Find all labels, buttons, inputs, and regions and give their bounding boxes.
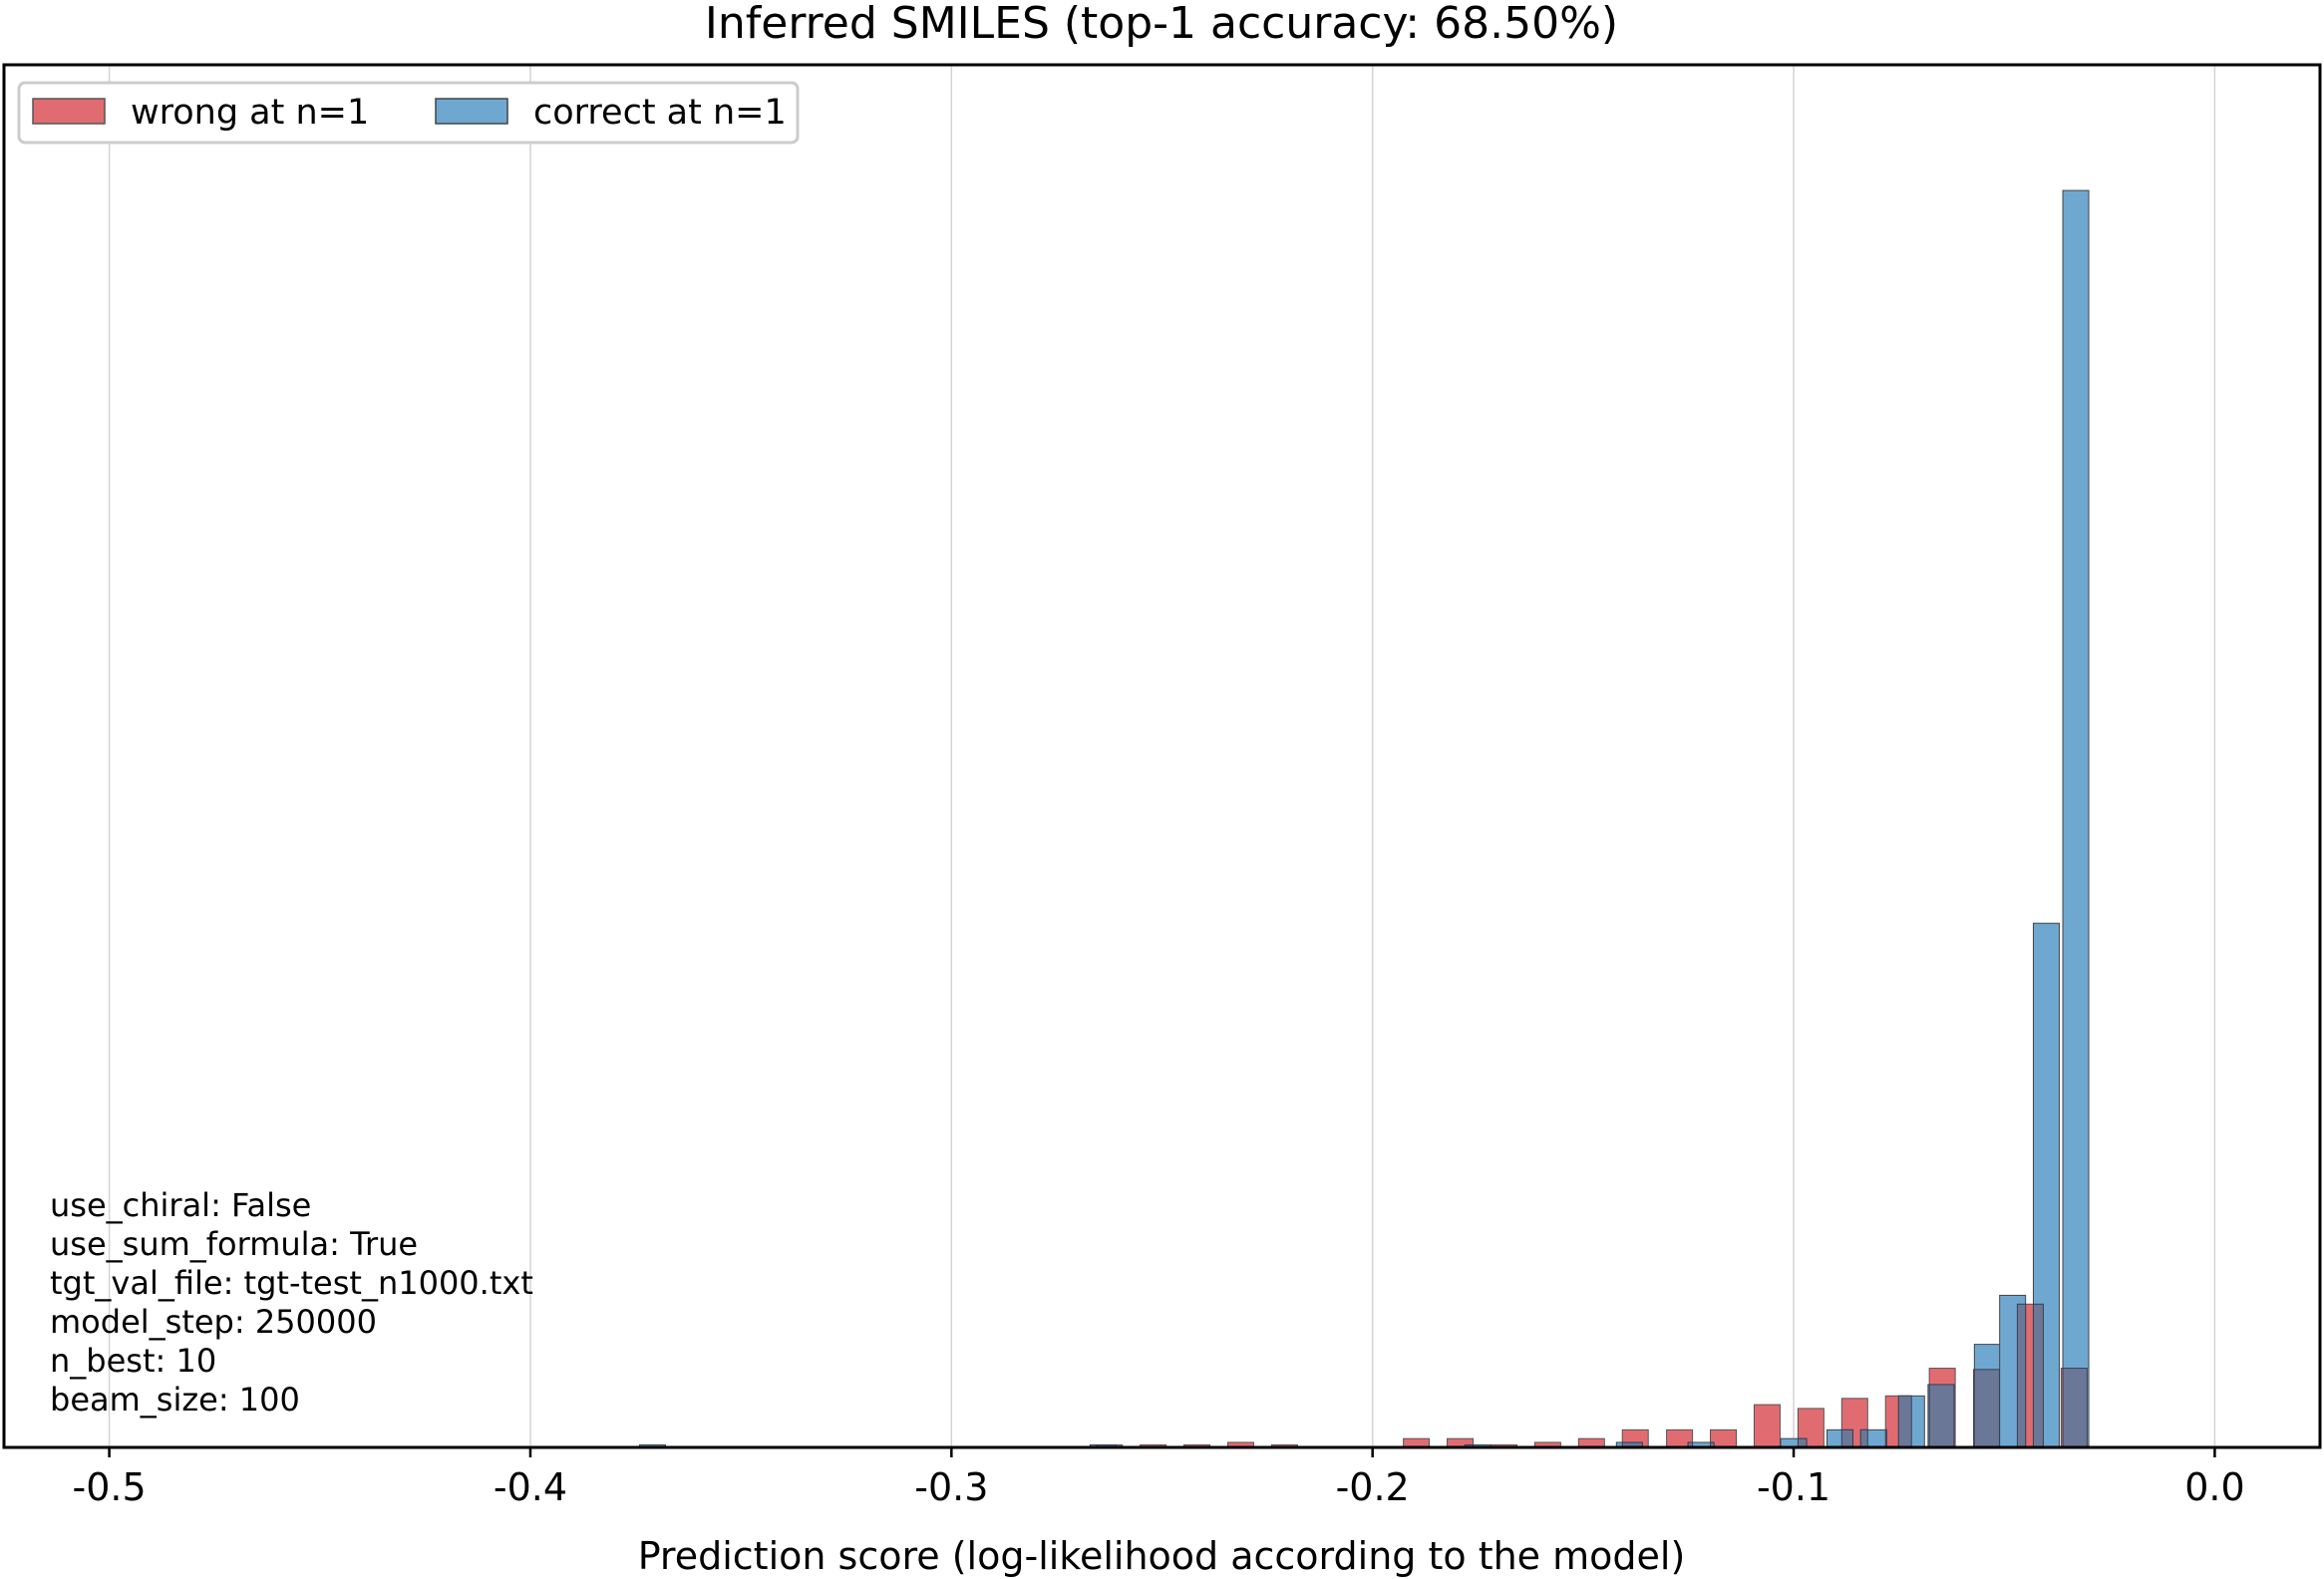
bar-overlap xyxy=(1860,1429,1867,1447)
bar-overlap xyxy=(1885,1429,1886,1447)
x-tick-label: -0.4 xyxy=(494,1465,567,1509)
bar-overlap xyxy=(1898,1396,1911,1447)
x-tick-label: -0.5 xyxy=(73,1465,147,1509)
bar-overlap xyxy=(1929,1385,1954,1447)
bar-overlap xyxy=(1974,1370,1999,1447)
legend-swatch-wrong xyxy=(33,99,105,124)
annotation-line-tgt-val-file: tgt_val_file: tgt-test_n1000.txt xyxy=(50,1264,533,1302)
x-tick-label: 0.0 xyxy=(2184,1465,2244,1509)
x-axis-label: Prediction score (log-likelihood accordi… xyxy=(638,1534,1686,1578)
bar-overlap xyxy=(1841,1429,1852,1447)
annotation-line-beam-size: beam_size: 100 xyxy=(50,1381,300,1419)
bar-correct xyxy=(2063,190,2089,1447)
bar-overlap xyxy=(2063,1369,2087,1447)
legend-label-correct: correct at n=1 xyxy=(533,93,787,133)
bar-overlap xyxy=(2033,1304,2043,1447)
legend-swatch-correct xyxy=(436,99,507,124)
x-tick-label: -0.2 xyxy=(1336,1465,1410,1509)
bar-overlap xyxy=(2017,1304,2025,1447)
annotation-line-n-best: n_best: 10 xyxy=(50,1342,216,1380)
chart-title: Inferred SMILES (top-1 accuracy: 68.50%) xyxy=(705,0,1618,49)
x-tick-label: -0.3 xyxy=(914,1465,988,1509)
annotation-line-use-sum-formula: use_sum_formula: True xyxy=(50,1225,418,1263)
bar-wrong xyxy=(1754,1405,1780,1447)
annotation-line-model-step: model_step: 250000 xyxy=(50,1303,377,1341)
legend-label-wrong: wrong at n=1 xyxy=(131,93,369,133)
x-tick-label: -0.1 xyxy=(1757,1465,1830,1509)
annotation-line-use-chiral: use_chiral: False xyxy=(50,1186,311,1224)
legend: wrong at n=1 correct at n=1 xyxy=(19,83,798,143)
